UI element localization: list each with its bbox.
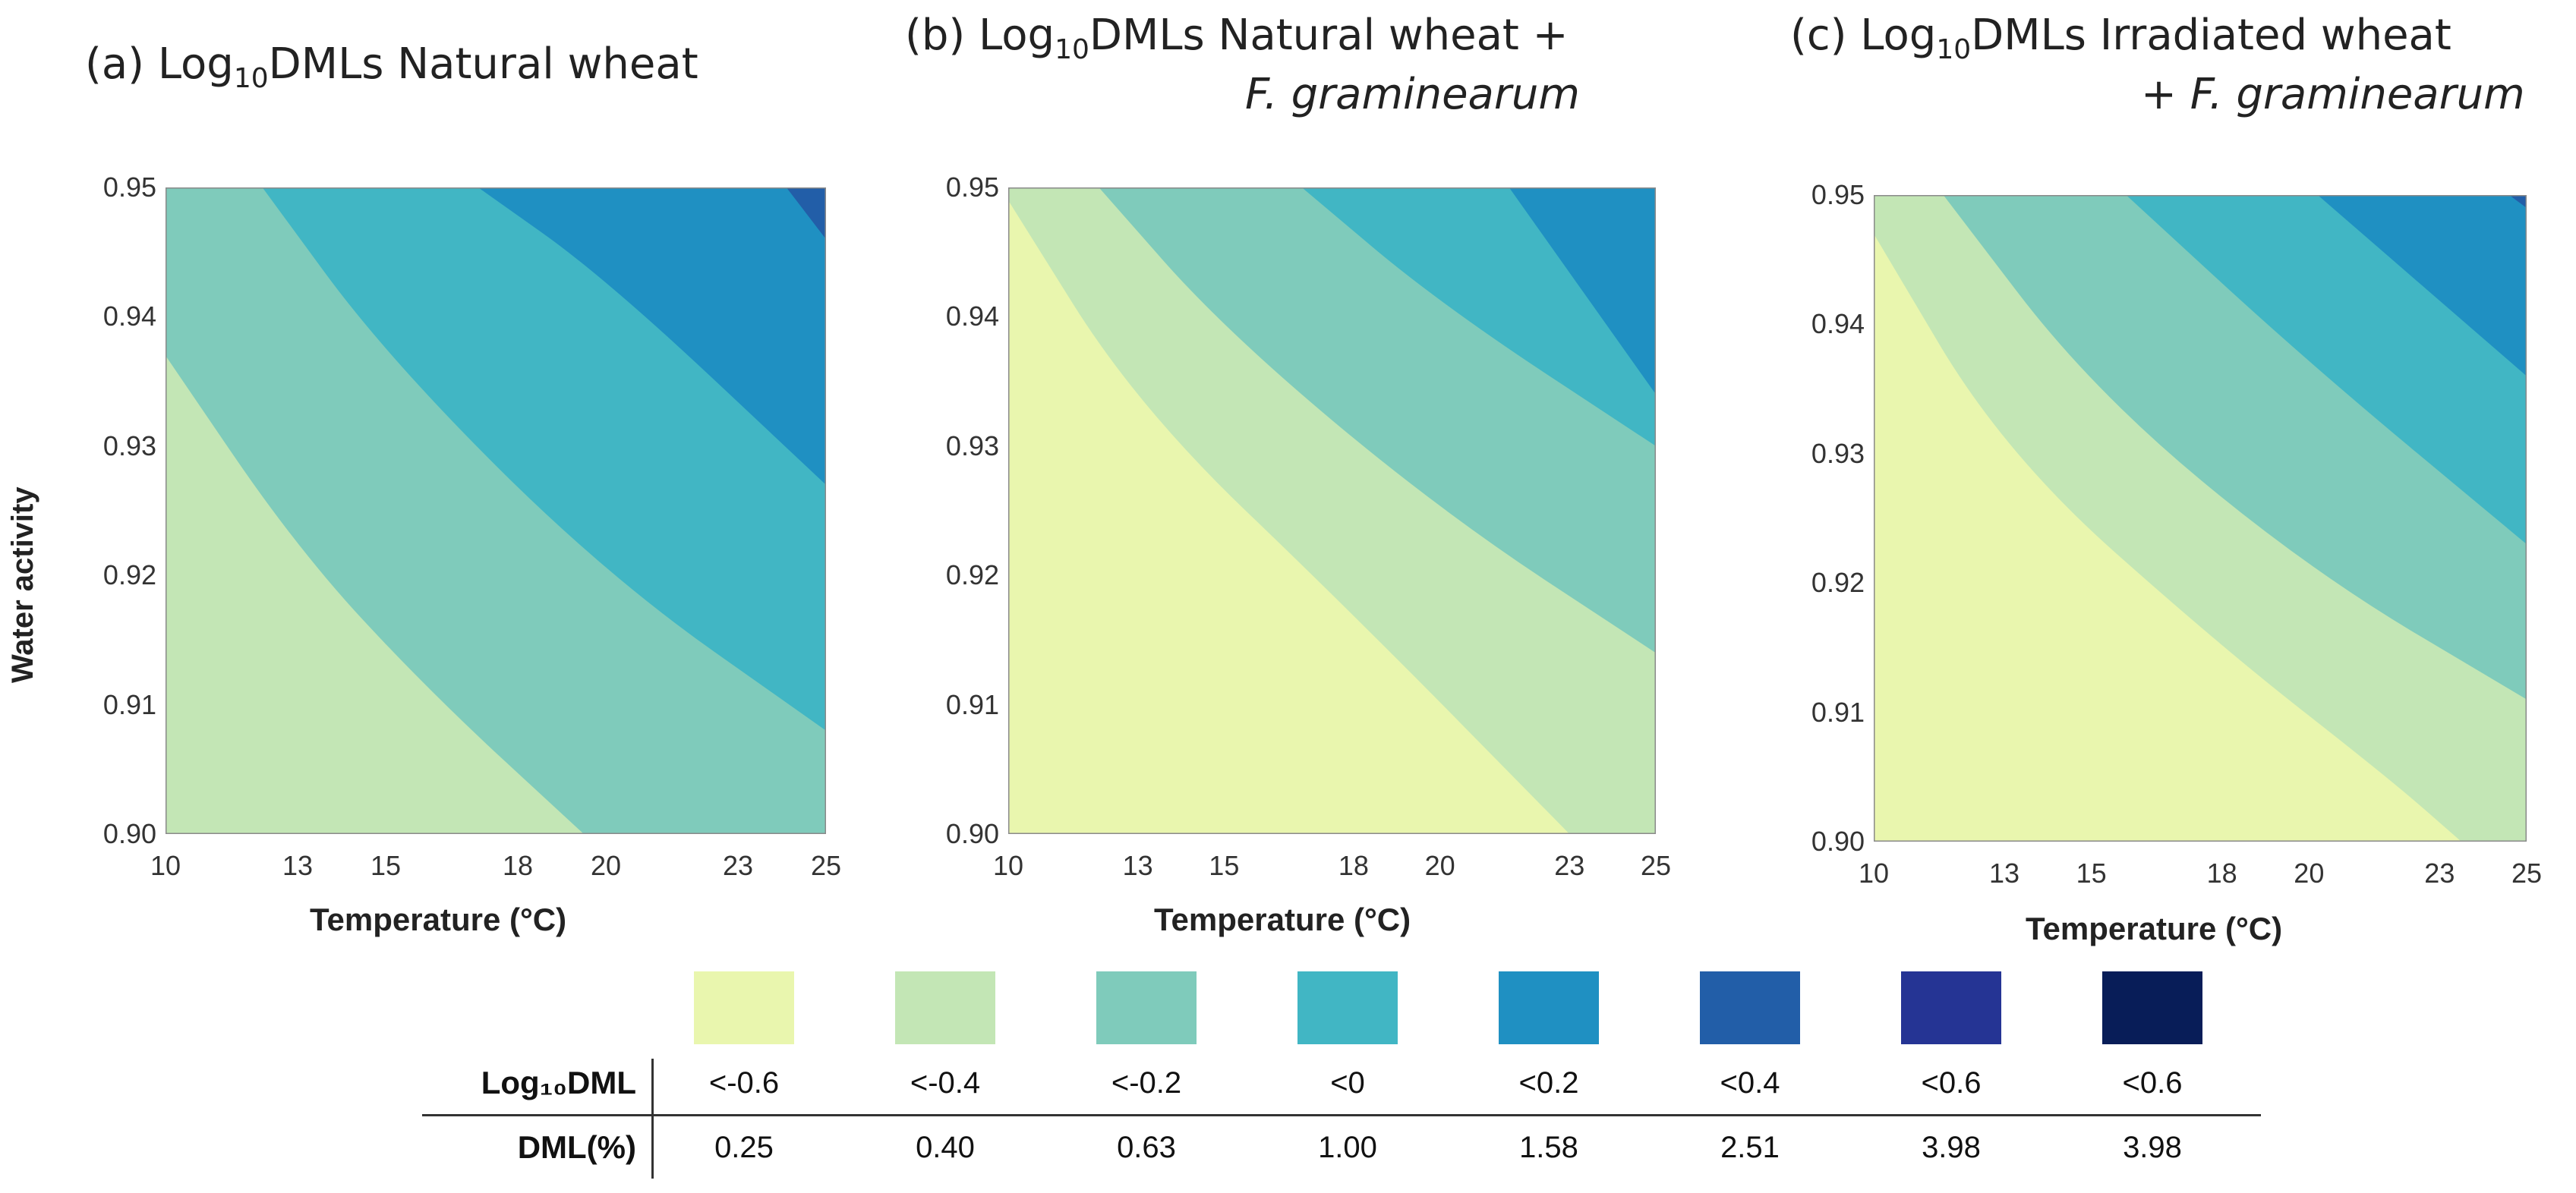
x-tick-label: 18 bbox=[502, 850, 534, 881]
legend-log-level: <0.4 bbox=[1720, 1066, 1780, 1100]
y-tick-label: 0.95 bbox=[102, 172, 156, 203]
legend-dml-value: 3.98 bbox=[2123, 1131, 2182, 1164]
legend-dml-value: 1.58 bbox=[1519, 1131, 1578, 1164]
y-tick-label: 0.92 bbox=[102, 559, 156, 591]
x-tick-label: 20 bbox=[590, 850, 622, 881]
y-tick-label: 0.94 bbox=[945, 301, 999, 332]
contour-band-<0.4 bbox=[2509, 195, 2527, 209]
x-tick-label: 15 bbox=[370, 850, 402, 881]
panel-b-contour bbox=[1008, 187, 1656, 834]
x-tick-label: 23 bbox=[2424, 858, 2455, 889]
y-tick-label: 0.95 bbox=[1811, 179, 1865, 210]
y-tick-label: 0.91 bbox=[1811, 696, 1865, 728]
legend-swatch bbox=[895, 971, 995, 1044]
legend-log-level: <0.2 bbox=[1518, 1066, 1579, 1100]
legend-swatch bbox=[1499, 971, 1599, 1044]
panel-a-title: (a) Log10DMLs Natural wheat bbox=[85, 39, 698, 95]
y-tick-label: 0.93 bbox=[102, 430, 156, 461]
panel-c-title-line2: + F. graminearum bbox=[2141, 70, 2525, 119]
x-tick-label: 25 bbox=[810, 850, 842, 881]
y-tick-label: 0.92 bbox=[1811, 567, 1865, 599]
y-tick-label: 0.94 bbox=[1811, 308, 1865, 340]
legend-dml-value: 3.98 bbox=[1922, 1131, 1981, 1164]
panel-a-plot bbox=[166, 187, 826, 834]
plot-frame bbox=[1874, 195, 2527, 842]
legend-log-level: <0 bbox=[1330, 1066, 1365, 1100]
legend-swatch bbox=[1901, 971, 2001, 1044]
contour-band-<0.2 bbox=[2317, 195, 2527, 376]
y-tick-label: 0.90 bbox=[1811, 826, 1865, 857]
x-tick-label: 13 bbox=[1988, 858, 2020, 889]
legend-swatch bbox=[1700, 971, 1800, 1044]
contour-band-<0.4 bbox=[786, 187, 826, 240]
y-axis-label: Water activity bbox=[6, 486, 39, 683]
x-tick-label: 18 bbox=[1338, 850, 1369, 881]
panel-a-contour bbox=[166, 187, 826, 834]
plot-frame bbox=[166, 187, 826, 834]
y-tick-label: 0.93 bbox=[1811, 437, 1865, 469]
y-tick-label: 0.93 bbox=[945, 430, 999, 461]
legend-row2-header: DML(%) bbox=[517, 1129, 636, 1165]
panel-c-title: (c) Log10DMLs Irradiated wheat bbox=[1790, 11, 2451, 66]
y-tick-label: 0.90 bbox=[102, 818, 156, 849]
legend-log-level: <-0.2 bbox=[1111, 1066, 1182, 1100]
y-tick-label: 0.90 bbox=[945, 818, 999, 849]
contour-band-<0.2 bbox=[1509, 187, 1656, 395]
x-tick-label: 23 bbox=[722, 850, 754, 881]
x-tick-label: 15 bbox=[1209, 850, 1240, 881]
legend-log-level: <-0.6 bbox=[708, 1066, 780, 1100]
y-tick-label: 0.92 bbox=[945, 559, 999, 591]
x-tick-label: 10 bbox=[150, 850, 181, 881]
y-tick-label: 0.91 bbox=[102, 688, 156, 720]
panel-c-contour bbox=[1874, 195, 2527, 842]
legend-row1-header: Log₁₀DML bbox=[481, 1065, 636, 1100]
y-tick-label: 0.94 bbox=[102, 301, 156, 332]
legend-swatch bbox=[2102, 971, 2202, 1044]
legend-swatch bbox=[1297, 971, 1398, 1044]
y-tick-label: 0.95 bbox=[945, 172, 999, 203]
x-tick-label: 23 bbox=[1554, 850, 1585, 881]
legend-dml-value: 0.40 bbox=[916, 1131, 975, 1164]
x-tick-label: 13 bbox=[282, 850, 314, 881]
panel-b-title: (b) Log10DMLs Natural wheat + bbox=[905, 11, 1569, 66]
contour-band-<0.2 bbox=[478, 187, 826, 485]
panel-a-x-axis-label: Temperature (°C) bbox=[310, 902, 567, 937]
legend-table-divider bbox=[422, 1114, 2261, 1116]
y-tick-label: 0.91 bbox=[945, 688, 999, 720]
x-tick-label: 20 bbox=[2294, 858, 2325, 889]
legend-dml-value: 0.63 bbox=[1117, 1131, 1176, 1164]
x-tick-label: 25 bbox=[2511, 858, 2543, 889]
plot-frame bbox=[1008, 187, 1656, 834]
panel-c-plot bbox=[1874, 195, 2527, 842]
panel-c-x-axis-label: Temperature (°C) bbox=[2026, 911, 2283, 946]
legend-dml-value: 0.25 bbox=[714, 1131, 774, 1164]
x-tick-label: 15 bbox=[2076, 858, 2107, 889]
panel-b-title-line2: F. graminearum bbox=[1245, 70, 1580, 119]
legend-table-vertical-rule bbox=[651, 1059, 654, 1179]
panel-b-x-axis-label: Temperature (°C) bbox=[1154, 902, 1411, 937]
legend-log-level: <0.6 bbox=[2122, 1066, 2183, 1100]
x-tick-label: 10 bbox=[992, 850, 1024, 881]
x-tick-label: 20 bbox=[1424, 850, 1455, 881]
panel-b-plot bbox=[1008, 187, 1656, 834]
legend-dml-value: 2.51 bbox=[1720, 1131, 1780, 1164]
x-tick-label: 25 bbox=[1640, 850, 1672, 881]
x-tick-label: 10 bbox=[1858, 858, 1890, 889]
legend-log-level: <-0.4 bbox=[910, 1066, 981, 1100]
legend-swatch bbox=[694, 971, 794, 1044]
legend-log-level: <0.6 bbox=[1921, 1066, 1982, 1100]
legend-swatch bbox=[1096, 971, 1197, 1044]
x-tick-label: 18 bbox=[2206, 858, 2237, 889]
x-tick-label: 13 bbox=[1122, 850, 1153, 881]
legend-dml-value: 1.00 bbox=[1318, 1131, 1377, 1164]
